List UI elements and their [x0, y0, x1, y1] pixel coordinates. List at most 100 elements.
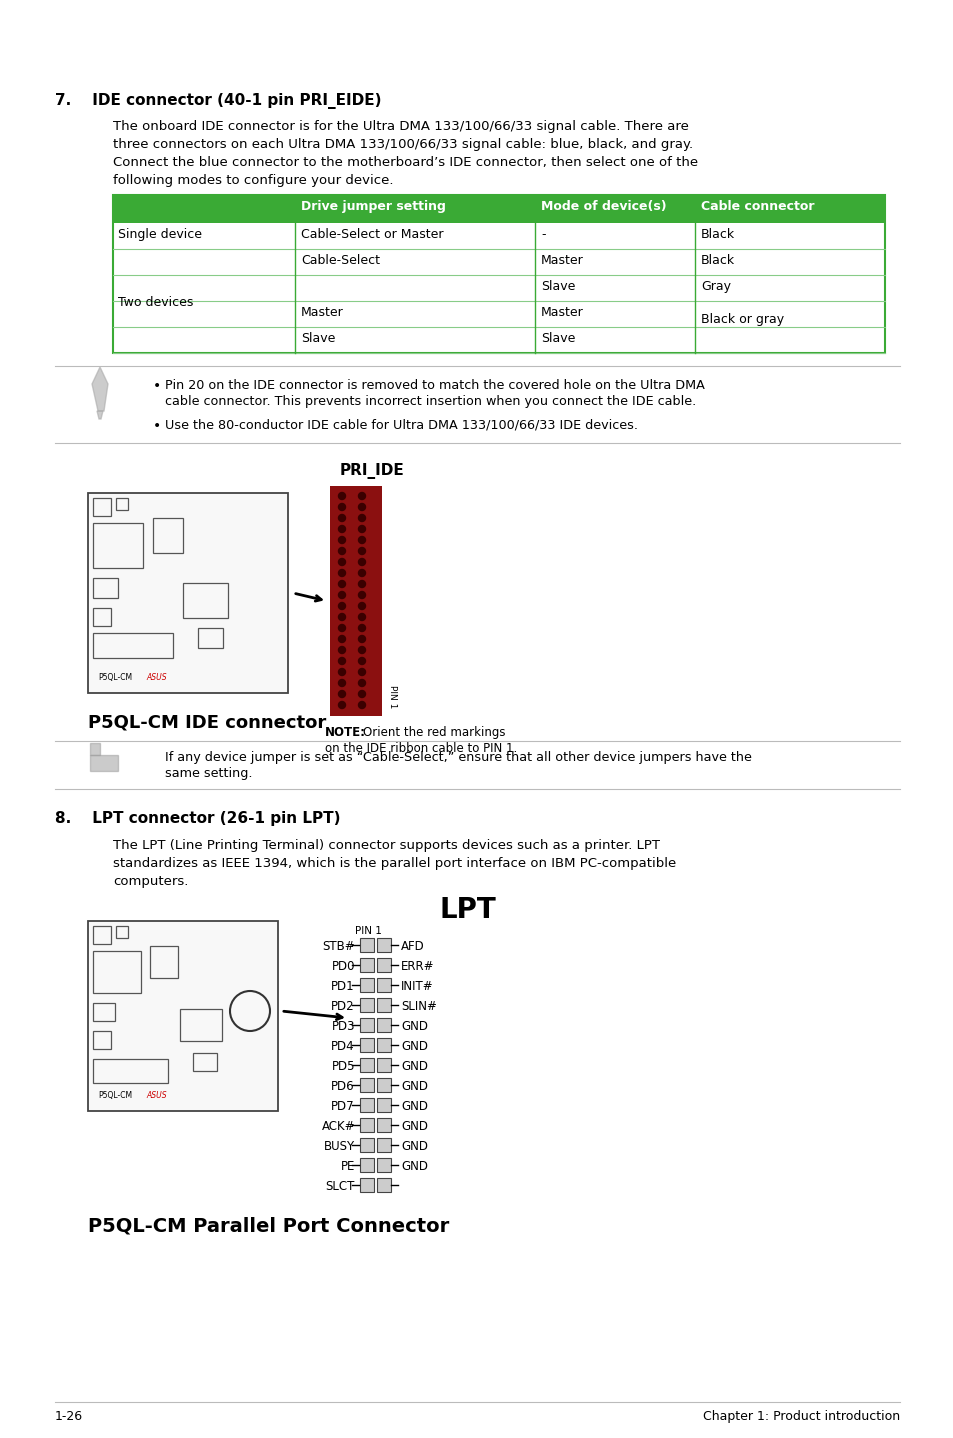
- Text: Drive jumper setting: Drive jumper setting: [301, 200, 445, 213]
- Circle shape: [358, 702, 365, 709]
- Text: Slave: Slave: [540, 332, 575, 345]
- Circle shape: [358, 614, 365, 621]
- Text: PD4: PD4: [331, 1040, 355, 1053]
- Bar: [88, 493, 288, 693]
- Bar: [112, 196, 884, 352]
- Text: three connectors on each Ultra DMA 133/100/66/33 signal cable: blue, black, and : three connectors on each Ultra DMA 133/1…: [112, 138, 693, 151]
- Bar: [359, 1058, 374, 1071]
- Text: 7.    IDE connector (40-1 pin PRI_EIDE): 7. IDE connector (40-1 pin PRI_EIDE): [55, 93, 381, 109]
- Text: BUSY: BUSY: [323, 1140, 355, 1153]
- Circle shape: [358, 548, 365, 555]
- Text: NOTE:: NOTE:: [325, 726, 366, 739]
- Text: computers.: computers.: [112, 874, 188, 889]
- Text: Slave: Slave: [540, 280, 575, 293]
- Text: Black: Black: [700, 229, 735, 242]
- Bar: [376, 1158, 391, 1172]
- Bar: [116, 498, 128, 510]
- Bar: [376, 978, 391, 992]
- Circle shape: [358, 525, 365, 532]
- Text: PD5: PD5: [331, 1060, 355, 1073]
- Text: GND: GND: [400, 1120, 428, 1133]
- Circle shape: [358, 657, 365, 664]
- Bar: [359, 958, 374, 972]
- Text: PRI_IDE: PRI_IDE: [339, 463, 404, 479]
- Bar: [376, 1178, 391, 1192]
- Text: Black or gray: Black or gray: [700, 313, 783, 326]
- Text: GND: GND: [400, 1040, 428, 1053]
- Bar: [198, 628, 223, 649]
- Bar: [359, 1137, 374, 1152]
- Text: PE: PE: [340, 1160, 355, 1173]
- Text: PD3: PD3: [331, 1020, 355, 1032]
- Bar: [92, 951, 141, 994]
- Circle shape: [338, 569, 345, 577]
- Text: LPT: LPT: [439, 896, 497, 925]
- Circle shape: [338, 548, 345, 555]
- Bar: [92, 578, 118, 598]
- Text: PIN 1: PIN 1: [355, 926, 381, 936]
- Text: PIN 1: PIN 1: [388, 684, 396, 707]
- Text: AFD: AFD: [400, 940, 424, 953]
- Bar: [92, 498, 111, 516]
- Circle shape: [338, 636, 345, 643]
- Text: •: •: [152, 418, 161, 433]
- Bar: [359, 1117, 374, 1132]
- Circle shape: [338, 647, 345, 653]
- Text: Mode of device(s): Mode of device(s): [540, 200, 666, 213]
- Bar: [376, 1117, 391, 1132]
- Bar: [359, 1099, 374, 1112]
- Circle shape: [358, 581, 365, 588]
- Bar: [180, 1009, 222, 1041]
- Bar: [92, 926, 111, 943]
- Text: GND: GND: [400, 1160, 428, 1173]
- Text: PD1: PD1: [331, 981, 355, 994]
- Circle shape: [338, 624, 345, 631]
- Text: STB#: STB#: [322, 940, 355, 953]
- Text: PD7: PD7: [331, 1100, 355, 1113]
- Bar: [92, 1002, 115, 1021]
- Text: Chapter 1: Product introduction: Chapter 1: Product introduction: [702, 1411, 899, 1424]
- Circle shape: [358, 558, 365, 565]
- Circle shape: [358, 680, 365, 686]
- Text: P5QL-CM: P5QL-CM: [98, 1091, 132, 1100]
- Bar: [376, 958, 391, 972]
- Bar: [359, 1018, 374, 1032]
- Text: P5QL-CM Parallel Port Connector: P5QL-CM Parallel Port Connector: [88, 1217, 449, 1235]
- Text: Gray: Gray: [700, 280, 730, 293]
- Text: ASUS: ASUS: [146, 1091, 167, 1100]
- Bar: [92, 1031, 111, 1048]
- Bar: [376, 1137, 391, 1152]
- Bar: [92, 633, 172, 659]
- Text: GND: GND: [400, 1100, 428, 1113]
- Bar: [359, 938, 374, 952]
- Circle shape: [358, 669, 365, 676]
- Text: -: -: [540, 229, 545, 242]
- Text: Slave: Slave: [301, 332, 335, 345]
- Polygon shape: [97, 411, 103, 418]
- Text: •: •: [152, 380, 161, 393]
- Text: PD6: PD6: [331, 1080, 355, 1093]
- Bar: [359, 998, 374, 1012]
- Text: SLIN#: SLIN#: [400, 999, 436, 1012]
- Bar: [152, 518, 183, 554]
- Bar: [116, 926, 128, 938]
- Circle shape: [338, 536, 345, 544]
- Polygon shape: [90, 743, 100, 755]
- Circle shape: [358, 624, 365, 631]
- Text: The LPT (Line Printing Terminal) connector supports devices such as a printer. L: The LPT (Line Printing Terminal) connect…: [112, 838, 659, 851]
- Circle shape: [338, 503, 345, 510]
- Circle shape: [358, 636, 365, 643]
- Text: Single device: Single device: [118, 229, 202, 242]
- Text: 8.    LPT connector (26-1 pin LPT): 8. LPT connector (26-1 pin LPT): [55, 811, 340, 825]
- Bar: [112, 196, 884, 223]
- Text: If any device jumper is set as “Cable-Select,” ensure that all other device jump: If any device jumper is set as “Cable-Se…: [165, 751, 751, 764]
- Text: Black: Black: [700, 255, 735, 267]
- Circle shape: [338, 614, 345, 621]
- Bar: [376, 1038, 391, 1053]
- Circle shape: [338, 591, 345, 598]
- Text: Master: Master: [540, 306, 583, 319]
- Circle shape: [358, 492, 365, 499]
- Bar: [376, 1058, 391, 1071]
- Circle shape: [338, 581, 345, 588]
- Text: Use the 80-conductor IDE cable for Ultra DMA 133/100/66/33 IDE devices.: Use the 80-conductor IDE cable for Ultra…: [165, 418, 638, 431]
